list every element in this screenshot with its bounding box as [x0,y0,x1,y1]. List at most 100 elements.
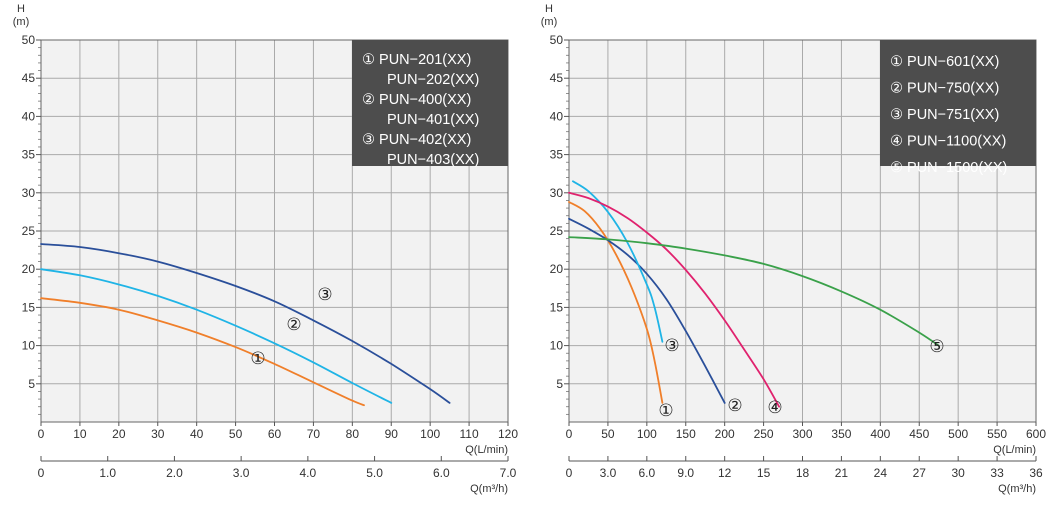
x-tick-label: 20 [112,427,126,441]
y-tick-label: 25 [22,224,36,238]
y-tick-label: 15 [22,300,36,314]
x-tick-label: 100 [637,427,657,441]
x-tick-label: 10 [73,427,87,441]
x2-tick-label: 3.0 [600,466,617,480]
series-line-2 [568,217,726,404]
x2-tick-label: 0 [566,466,573,480]
x2-tick-label: 7.0 [500,466,517,480]
x-tick-label: 350 [831,427,851,441]
x2-tick-label: 15 [757,466,771,480]
x-tick-label: 0 [566,427,573,441]
x-tick-label: 70 [307,427,321,441]
series-marker-4: ④ [767,398,782,417]
x-tick-label: 400 [870,427,890,441]
y-tick-label: 20 [22,262,36,276]
x-tick-label: 300 [792,427,812,441]
y-axis-unit: (m) [13,16,30,28]
legend-entry-1: ① PUN−201(XX) [362,52,471,68]
x-tick-label: 550 [987,427,1007,441]
x2-tick-label: 36 [1029,466,1043,480]
legend-entry-3: ② PUN−400(XX) [362,92,471,108]
series-line-2 [40,268,393,404]
y-tick-label: 45 [550,71,564,85]
x-axis-label: Q(L/min) [993,444,1036,456]
y-tick-label: 50 [22,33,36,47]
x-tick-label: 50 [601,427,615,441]
series-marker-5: ⑤ [929,337,944,356]
series-marker-1: ① [658,401,673,420]
x2-tick-label: 4.0 [300,466,317,480]
y-tick-label: 45 [22,71,36,85]
x-tick-label: 250 [754,427,774,441]
x2-tick-label: 6.0 [638,466,655,480]
legend-entry-5: ③ PUN−402(XX) [362,132,471,148]
y-tick-label: 30 [550,186,564,200]
y-axis-label: H [545,3,553,15]
x-tick-label: 90 [385,427,399,441]
x-tick-label: 40 [190,427,204,441]
series-marker-3: ③ [317,285,332,304]
series-line-1 [568,201,664,404]
y-axis-label: H [17,3,25,15]
legend-entry-6: PUN−403(XX) [387,152,479,168]
x2-tick-label: 18 [796,466,810,480]
y-tick-label: 10 [550,339,564,353]
x2-tick-label: 5.0 [366,466,383,480]
legend-box [352,40,508,166]
x-axis-label: Q(L/min) [465,444,508,456]
x2-tick-label: 12 [718,466,732,480]
x2-tick-label: 6.0 [433,466,450,480]
x-tick-label: 100 [420,427,440,441]
x-tick-label: 0 [38,427,45,441]
y-tick-label: 35 [550,148,564,162]
x2-axis-label: Q(m³/h) [998,483,1036,495]
series-marker-1: ① [250,349,265,368]
y-tick-label: 40 [550,109,564,123]
x2-tick-label: 3.0 [233,466,250,480]
y-axis-unit: (m) [541,16,558,28]
y-tick-label: 50 [550,33,564,47]
series-marker-2: ② [727,396,742,415]
x2-tick-label: 24 [874,466,888,480]
series-line-5 [568,236,940,347]
legend-entry-1: ① PUN−601(XX) [890,54,999,70]
y-tick-label: 20 [550,262,564,276]
x-tick-label: 450 [909,427,929,441]
y-tick-label: 5 [556,377,563,391]
y-tick-label: 5 [28,377,35,391]
x-tick-label: 120 [498,427,518,441]
x-tick-label: 110 [460,427,479,441]
legend-box [880,40,1036,166]
x-tick-label: 30 [151,427,165,441]
x-tick-label: 600 [1026,427,1046,441]
legend-entry-4: PUN−401(XX) [387,112,479,128]
series-marker-3: ③ [664,336,679,355]
x2-tick-label: 1.0 [99,466,116,480]
x-tick-label: 200 [715,427,735,441]
y-tick-label: 40 [22,109,36,123]
x2-tick-label: 27 [913,466,927,480]
x2-tick-label: 9.0 [677,466,694,480]
series-line-4 [568,191,780,408]
x-tick-label: 500 [948,427,968,441]
series-line-3 [572,180,664,343]
series-line-1 [40,297,365,407]
y-tick-label: 30 [22,186,36,200]
x-tick-label: 50 [229,427,243,441]
series-marker-2: ② [286,315,301,334]
y-tick-label: 35 [22,148,36,162]
x-tick-label: 60 [268,427,282,441]
legend-entry-2: ② PUN−750(XX) [890,81,999,97]
y-tick-label: 15 [550,300,564,314]
legend-entry-2: PUN−202(XX) [387,72,479,88]
x2-tick-label: 33 [990,466,1004,480]
series-line-3 [40,243,451,404]
x2-axis-label: Q(m³/h) [470,483,508,495]
legend-entry-3: ③ PUN−751(XX) [890,107,999,123]
x2-tick-label: 21 [835,466,849,480]
x2-tick-label: 2.0 [166,466,183,480]
x2-tick-label: 30 [951,466,965,480]
legend-entry-4: ④ PUN−1100(XX) [890,134,1006,150]
